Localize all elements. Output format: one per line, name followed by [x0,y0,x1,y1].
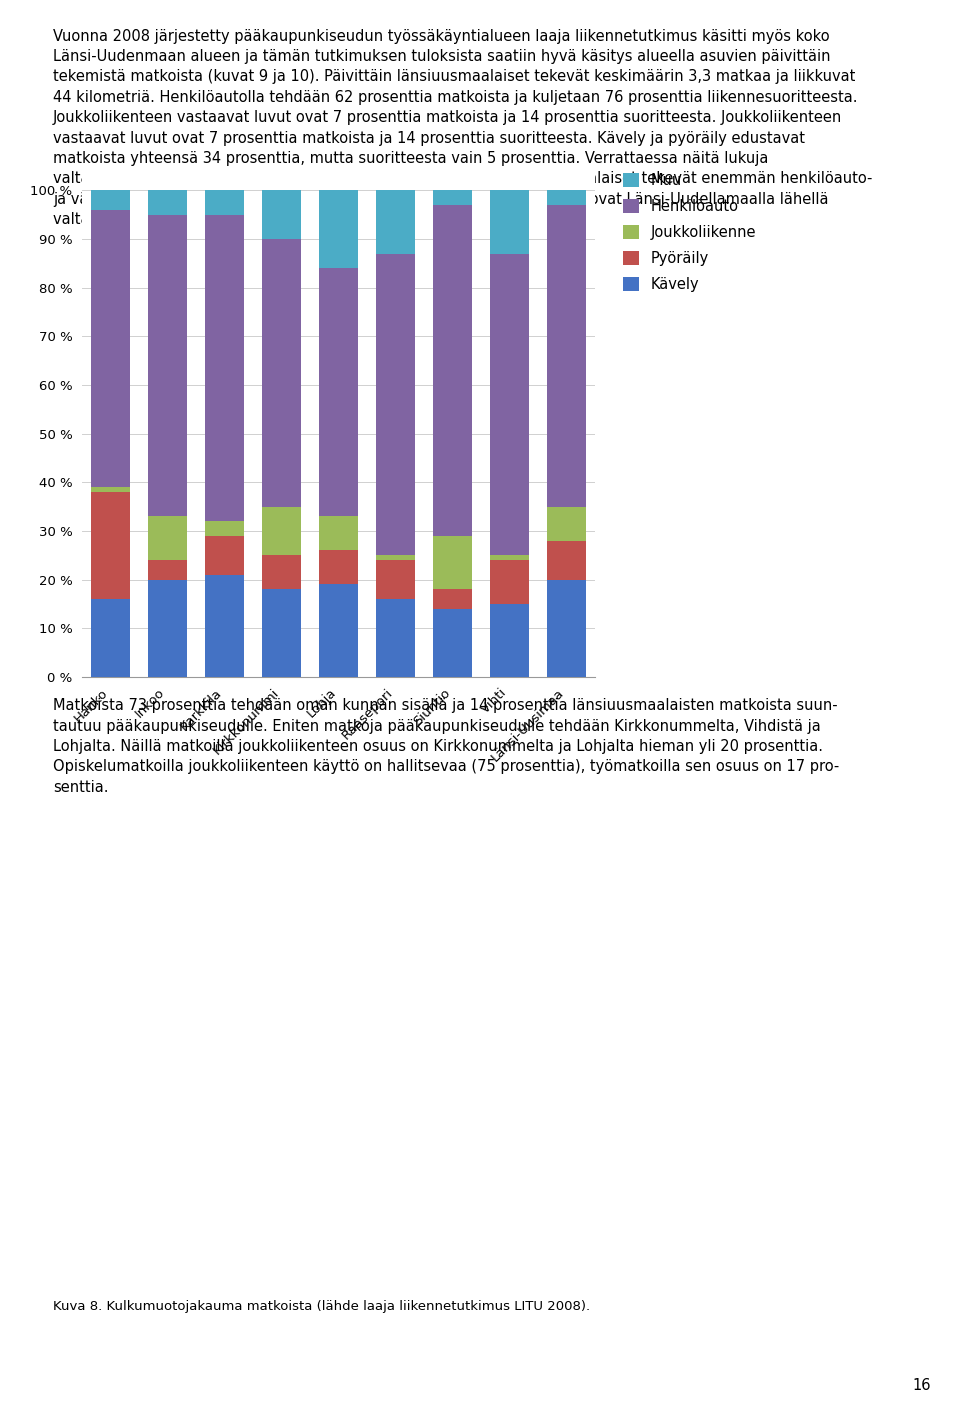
Bar [148,580,186,677]
Bar [376,254,415,556]
Bar [262,590,300,677]
Bar [376,191,415,254]
Bar [91,598,130,677]
Bar [262,239,300,507]
Bar [376,556,415,560]
Bar [547,540,586,580]
Bar [204,536,244,574]
Bar [262,191,300,239]
Bar [91,209,130,487]
Text: 16: 16 [913,1378,931,1394]
Bar [148,516,186,560]
Legend: Muu, Henkilöauto, Joukkoliikenne, Pyöräily, Kävely: Muu, Henkilöauto, Joukkoliikenne, Pyöräi… [623,174,756,292]
Bar [204,522,244,536]
Bar [204,191,244,215]
Bar [433,590,472,608]
Bar [491,254,529,556]
Bar [491,604,529,677]
Bar [547,507,586,540]
Bar [91,191,130,209]
Bar [319,191,358,268]
Bar [491,191,529,254]
Bar [433,205,472,536]
Text: Vuonna 2008 järjestetty pääkaupunkiseudun työssäkäyntialueen laaja liikennetutki: Vuonna 2008 järjestetty pääkaupunkiseudu… [53,28,873,227]
Bar [319,516,358,550]
Bar [204,574,244,677]
Bar [91,492,130,598]
Bar [148,560,186,580]
Bar [204,215,244,522]
Bar [148,215,186,516]
Text: Matkoista 73 prosenttia tehdään oman kunnan sisällä ja 14 prosenttia länsiuusmaa: Matkoista 73 prosenttia tehdään oman kun… [53,698,839,795]
Bar [148,191,186,215]
Bar [491,556,529,560]
Bar [319,550,358,584]
Bar [547,191,586,205]
Text: Kuva 8. Kulkumuotojakauma matkoista (lähde laaja liikennetutkimus LITU 2008).: Kuva 8. Kulkumuotojakauma matkoista (läh… [53,1300,590,1312]
Bar [547,580,586,677]
Bar [319,584,358,677]
Bar [433,608,472,677]
Bar [433,191,472,205]
Bar [91,487,130,492]
Bar [376,598,415,677]
Bar [433,536,472,590]
Bar [319,268,358,516]
Bar [547,205,586,507]
Bar [491,560,529,604]
Bar [262,507,300,556]
Bar [376,560,415,598]
Bar [262,556,300,590]
